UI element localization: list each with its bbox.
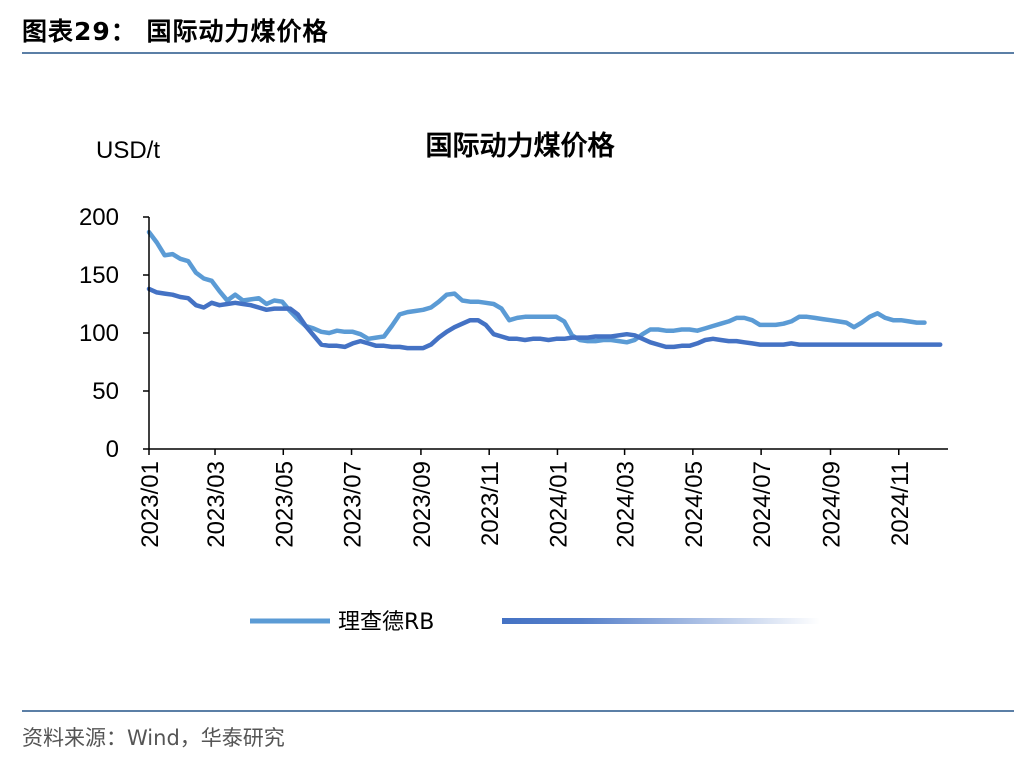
- legend: 理查德RB: [250, 610, 820, 635]
- y-tick-label: 0: [106, 436, 119, 463]
- x-tick-label: 2024/07: [749, 461, 776, 548]
- y-tick-label: 150: [79, 262, 119, 289]
- source-note: 资料来源：Wind，华泰研究: [22, 726, 285, 750]
- x-tick-label: 2024/03: [613, 461, 640, 548]
- x-tick-label: 2023/09: [409, 461, 436, 548]
- x-tick-label: 2023/05: [271, 461, 298, 548]
- legend-swatch-series-2: [502, 618, 820, 624]
- chart-title: 国际动力煤价格: [426, 131, 616, 162]
- legend-label-series-1: 理查德RB: [338, 610, 434, 635]
- footer-rule: [22, 710, 1014, 712]
- x-tick-label: 2024/09: [819, 461, 846, 548]
- series-layer: [146, 229, 943, 351]
- x-tick-label: 2023/11: [477, 461, 504, 546]
- series-line-2: [146, 286, 943, 351]
- x-tick-label: 2023/01: [137, 461, 164, 548]
- x-tick-label: 2024/05: [681, 461, 708, 548]
- x-axis: 2023/01 2023/03 2023/05 2023/07 2023/09 2023/…: [137, 449, 914, 548]
- figure-label: 图表29： 国际动力煤价格: [22, 17, 329, 46]
- y-tick-label: 200: [79, 204, 119, 231]
- y-tick-label: 100: [79, 320, 119, 347]
- y-unit-label: USD/t: [96, 137, 160, 164]
- y-tick-label: 50: [92, 378, 119, 405]
- x-tick-label: 2023/07: [340, 461, 367, 548]
- y-axis: 0 50 100 150 200: [79, 204, 149, 463]
- x-tick-label: 2023/03: [203, 461, 230, 548]
- x-tick-label: 2024/01: [545, 461, 572, 548]
- header-rule: [22, 52, 1014, 54]
- x-tick-label: 2024/11: [887, 461, 914, 546]
- series-line-1: [146, 229, 927, 345]
